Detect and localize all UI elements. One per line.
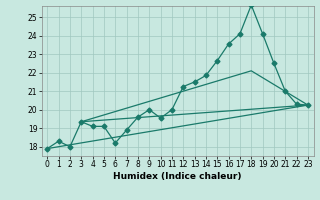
X-axis label: Humidex (Indice chaleur): Humidex (Indice chaleur) xyxy=(113,172,242,181)
